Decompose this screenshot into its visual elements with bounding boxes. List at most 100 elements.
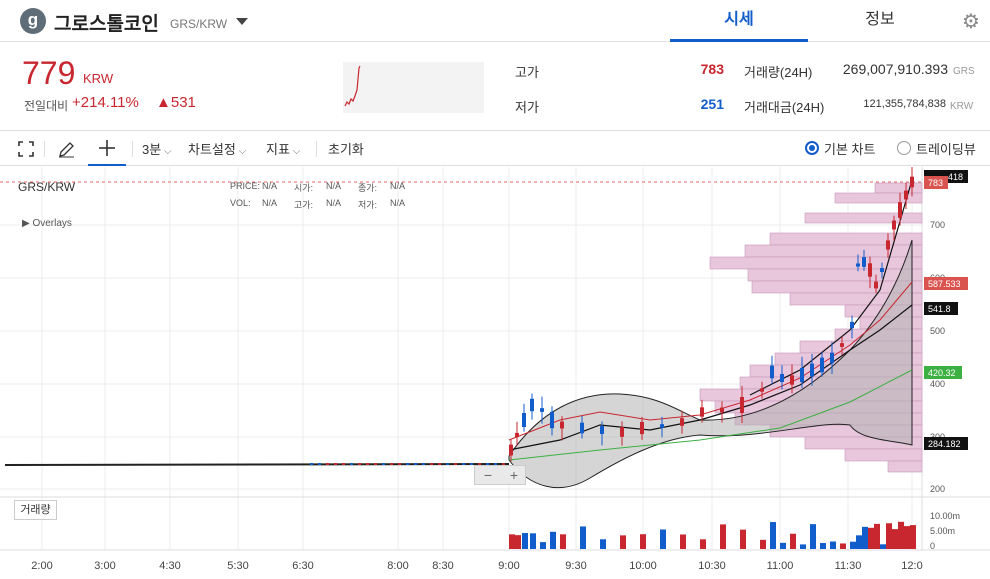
chevron-down-icon[interactable] (236, 18, 248, 25)
candle-body (830, 352, 834, 364)
candle-body (700, 407, 704, 417)
volume-label: 거래량(24H) (744, 65, 813, 80)
candle-body (810, 363, 814, 377)
amount-unit: KRW (950, 101, 974, 112)
pencil-icon[interactable] (58, 141, 75, 158)
candle-body (478, 463, 481, 465)
price-chart[interactable]: 700 600 500 400 300 200 10.00m 5.00m 0 4… (0, 167, 990, 579)
volume-bar (800, 544, 806, 549)
basic-chart-label[interactable]: 기본 차트 (824, 142, 876, 157)
x-tick: 10:00 (629, 560, 657, 572)
candle-body (892, 220, 896, 230)
candle-body (880, 268, 884, 272)
price-tag: 541.8 (928, 304, 951, 314)
y-tick: 700 (930, 220, 945, 230)
candle-body (350, 463, 353, 465)
candle-body (560, 421, 564, 429)
price-tag: 284.182 (928, 439, 961, 449)
amount-value: 121,355,784,838 (863, 98, 946, 110)
x-tick: 10:30 (698, 560, 726, 572)
interval-label: 3분 (142, 142, 162, 157)
zoom-out-button[interactable]: − (483, 467, 493, 483)
crosshair-button[interactable] (88, 131, 126, 166)
candle-body (494, 463, 497, 465)
change-label: 전일대비 (24, 99, 69, 113)
price-tag-bg (924, 302, 958, 315)
divider (0, 130, 990, 131)
volume-bar (850, 541, 856, 549)
x-tick: 6:30 (292, 560, 313, 572)
tradingview-label[interactable]: 트레이딩뷰 (916, 142, 976, 157)
price-tag-bg (924, 277, 968, 290)
ohlc-open-value: N/A (326, 181, 342, 191)
candle-body (862, 257, 866, 267)
volume-bar (515, 535, 521, 549)
volume-bar (856, 535, 862, 549)
volume-unit: GRS (953, 66, 975, 77)
amount-label: 거래대금(24H) (744, 100, 825, 115)
crosshair-icon (99, 140, 115, 156)
fullscreen-icon[interactable] (18, 141, 34, 157)
volume-bar (886, 523, 892, 549)
volume-bar (522, 533, 528, 549)
candle-body (334, 463, 337, 465)
indicators-select[interactable]: 지표 ⌵ (266, 139, 300, 158)
volume-bar (830, 541, 836, 549)
candle-body (760, 388, 764, 392)
candle-body (310, 463, 313, 465)
ma-green (508, 369, 913, 461)
candle-body (820, 357, 824, 373)
tab-market[interactable]: 시세 (670, 0, 808, 42)
volume-bar (740, 529, 746, 549)
tab-info[interactable]: 정보 (865, 11, 895, 28)
candle-body (446, 463, 449, 465)
x-tick: 2:00 (31, 560, 52, 572)
x-tick: 11:00 (767, 560, 794, 572)
tradingview-radio[interactable] (897, 141, 911, 155)
zoom-in-button[interactable]: + (509, 467, 519, 483)
candle-body (454, 463, 457, 465)
candle-body (438, 463, 441, 465)
chart-symbol: GRS/KRW (18, 180, 76, 194)
chart-settings-select[interactable]: 차트설정 ⌵ (188, 139, 246, 158)
candle-body (540, 408, 544, 412)
x-tick: 12:0 (901, 560, 922, 572)
x-tick: 9:30 (565, 560, 586, 572)
volume-bar (898, 521, 904, 549)
candles (310, 167, 914, 465)
candle-body (422, 463, 425, 465)
candle-body (462, 463, 465, 465)
candle-body (840, 343, 844, 347)
volume-bar (910, 525, 916, 549)
candle-body (342, 463, 345, 465)
volume-bar (509, 534, 515, 549)
volume-bar (892, 529, 898, 549)
candle-body (398, 463, 401, 465)
ohlc-price-label: PRICE: (230, 181, 261, 191)
change-percent: +214.11% (72, 94, 139, 111)
ohlc-vol-value: N/A (262, 198, 278, 208)
volume-bar (600, 539, 606, 549)
price-tag: 587.533 (928, 279, 961, 289)
volume-bar (580, 526, 586, 549)
price-tag-bg (924, 366, 962, 379)
overlays-toggle[interactable]: ▶ Overlays (22, 218, 72, 229)
gear-icon[interactable]: ⚙ (962, 11, 980, 33)
reset-button[interactable]: 초기화 (328, 142, 364, 157)
volume-bar (720, 524, 726, 549)
candle-body (390, 463, 393, 465)
interval-select[interactable]: 3분 ⌵ (142, 139, 172, 158)
mini-chart (343, 62, 484, 113)
vol-tick: 0 (930, 541, 935, 551)
coin-name[interactable]: 그로스톨코인 (54, 14, 159, 35)
chevron-down-icon: ⌵ (289, 146, 301, 157)
candle-body (856, 263, 860, 267)
basic-chart-radio[interactable] (805, 141, 819, 155)
candle-body (874, 281, 878, 289)
price-tag: 783 (928, 178, 943, 188)
price-tags: 418 783 587.533 541.8 420.32 284.182 (924, 170, 968, 450)
volume-bar (660, 529, 666, 549)
ohlc-price-value: N/A (262, 181, 278, 191)
candle-body (790, 375, 794, 385)
volume-pane-label[interactable]: 거래량 (14, 500, 57, 520)
